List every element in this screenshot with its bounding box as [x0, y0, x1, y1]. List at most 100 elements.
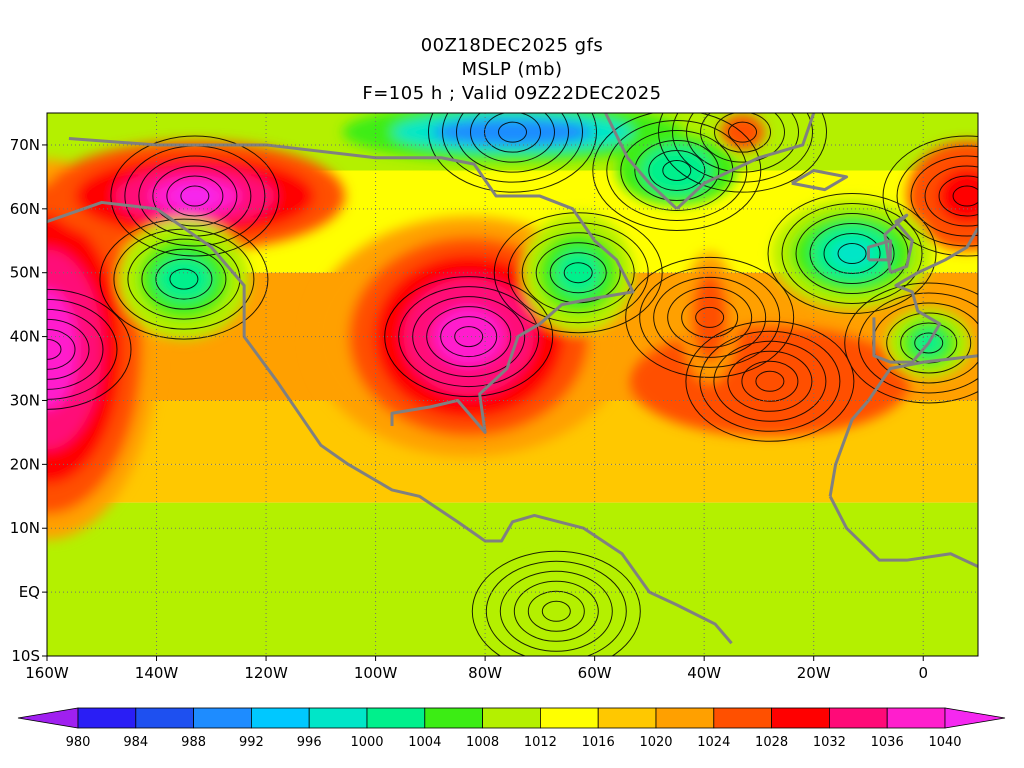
lat-tick-label: 30N	[10, 391, 40, 409]
coastline	[47, 200, 733, 645]
coastline	[791, 168, 849, 192]
isobar	[606, 119, 748, 221]
isobar	[700, 113, 785, 163]
colorbar: 980 984 988 992 996 1000 1004 1008 1012 1016 1020 1…	[17, 707, 1006, 750]
colorbar-label: 992	[239, 735, 264, 750]
colorbar-label: 988	[181, 735, 206, 750]
colorbar-label: 984	[123, 735, 148, 750]
isobar	[527, 590, 585, 632]
isobar	[837, 243, 867, 265]
isobar	[471, 550, 641, 656]
colorbar-segment	[424, 707, 483, 729]
pressure-field	[47, 113, 978, 656]
colorbar-label: 996	[297, 735, 322, 750]
isobar	[470, 113, 555, 163]
colorbar-segment	[135, 707, 195, 729]
isobar	[493, 212, 663, 334]
isobar	[741, 360, 799, 402]
lat-tick-label: 60N	[10, 200, 40, 218]
isobar	[727, 350, 813, 412]
isobar	[592, 113, 762, 231]
isobar	[498, 121, 527, 143]
isobar	[454, 326, 484, 348]
colorbar-label: 1008	[466, 735, 499, 750]
isobar	[426, 306, 512, 368]
isobar	[844, 282, 978, 404]
colorbar-segment	[886, 707, 946, 729]
colorbar-segment	[193, 707, 252, 729]
colorbar-segment	[771, 707, 830, 729]
colorbar-segment	[655, 707, 715, 729]
plot-frame	[46, 112, 979, 657]
coastline	[68, 137, 635, 434]
colorbar-label: 1012	[524, 735, 557, 750]
plot-titles: 00Z18DEC2025 gfs MSLP (mb) F=105 h ; Val…	[0, 34, 1024, 106]
isobar	[886, 312, 972, 374]
lon-tick-label: 60W	[578, 664, 612, 682]
pressure-center-iceland-high	[720, 114, 765, 151]
isobar	[384, 276, 554, 398]
pressure-center-newfoundland-low	[523, 212, 634, 333]
colorbar-arrow-low	[17, 707, 79, 729]
isobar	[141, 248, 227, 310]
colorbar-segment	[366, 707, 426, 729]
lon-tick-label: 80W	[468, 664, 502, 682]
isobar	[549, 252, 607, 294]
colorbar-label: 1000	[350, 735, 383, 750]
isobar	[713, 340, 827, 422]
isobar	[952, 185, 978, 207]
lat-tick-label: 40N	[10, 328, 40, 346]
lon-tick-label: 140W	[135, 664, 179, 682]
isobar	[755, 370, 785, 392]
coastline	[883, 213, 914, 275]
isobar	[541, 600, 571, 622]
coastline	[675, 113, 816, 210]
lon-tick-label: 0	[918, 664, 928, 682]
isobar	[47, 288, 132, 410]
isobar	[858, 292, 978, 394]
colorbar-segment	[540, 707, 599, 729]
title-variable: MSLP (mb)	[461, 59, 563, 80]
pressure-center-aleutian-low	[118, 219, 249, 340]
isobar	[634, 139, 720, 201]
isobar	[412, 296, 526, 378]
isobar	[47, 298, 118, 400]
coastline	[866, 239, 892, 262]
isobar	[781, 203, 923, 305]
pressure-center-pacific-high	[47, 159, 157, 540]
isobar	[681, 296, 739, 338]
coastline	[828, 495, 978, 568]
isobar	[767, 193, 937, 315]
lat-tick-label: 20N	[10, 455, 40, 473]
isobar	[823, 233, 881, 275]
lon-tick-label: 40W	[687, 664, 721, 682]
pressure-center-south-america-low	[496, 556, 617, 656]
lat-tick-label: 50N	[10, 264, 40, 282]
colorbar-segment	[713, 707, 772, 729]
isobar	[914, 332, 944, 354]
colorbar-label: 980	[66, 735, 91, 750]
lon-tick-label: 20W	[797, 664, 831, 682]
isobar	[166, 175, 224, 217]
isobar	[398, 286, 540, 388]
isobar	[924, 165, 978, 227]
isobar	[685, 320, 855, 442]
coastline	[604, 113, 678, 210]
lat-tick-label: 10S	[11, 647, 40, 665]
colorbar-label: 1024	[697, 735, 730, 750]
isobar	[499, 570, 613, 652]
title-run: 00Z18DEC2025 gfs	[420, 35, 604, 56]
isobar	[456, 113, 569, 173]
isobar	[484, 113, 541, 153]
isobar	[513, 580, 599, 642]
colorbar-label: 1020	[639, 735, 672, 750]
isobar	[662, 159, 692, 181]
colorbar-segment	[250, 707, 310, 729]
lon-tick-label: 100W	[354, 664, 398, 682]
isobar	[563, 262, 593, 284]
pressure-center-midatlantic-ridge	[681, 252, 738, 383]
colorbar-segment	[482, 707, 541, 729]
graticule	[47, 113, 978, 656]
